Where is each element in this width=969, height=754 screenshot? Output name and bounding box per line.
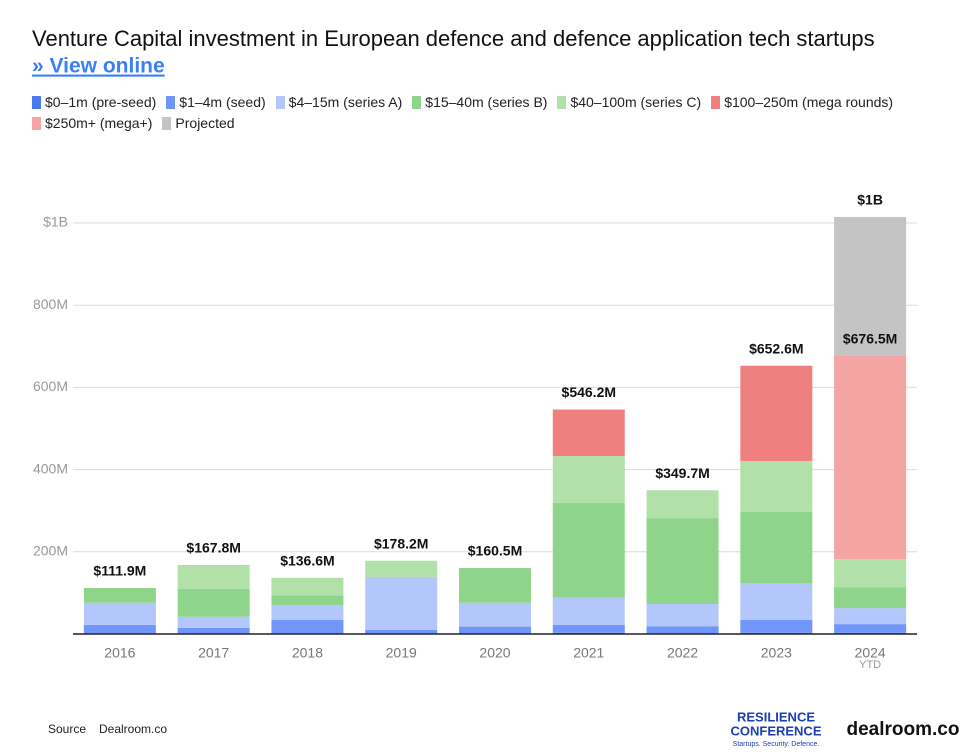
bar-segment (552, 456, 625, 503)
legend-swatch (412, 95, 422, 109)
legend-label: Projected (175, 115, 235, 131)
bar-segment (740, 365, 813, 461)
legend-swatch (32, 95, 41, 109)
view-online-link[interactable]: » View online (32, 55, 165, 78)
x-tick-label: 2020 (479, 645, 510, 661)
bar-segment (552, 409, 625, 457)
x-tick-label: 2023 (761, 645, 792, 661)
bar-segment (365, 629, 438, 634)
legend-label: $250m+ (mega+) (45, 115, 153, 131)
bar-segment (271, 620, 344, 634)
bar-segment (552, 502, 625, 598)
legend-swatch (32, 116, 41, 130)
legend-item: $15–40m (series B) (412, 93, 547, 111)
bar-segment (740, 511, 813, 584)
bar-segment (365, 576, 438, 630)
legend-item: $4–15m (series A) (275, 93, 403, 111)
legend-label: $1–4m (seed) (179, 94, 266, 110)
total-label: $178.2M (374, 535, 428, 551)
projected-total-label: $1B (857, 192, 883, 208)
legend-swatch (711, 95, 721, 109)
chart-title: Venture Capital investment in European d… (32, 26, 875, 51)
legend: $0–1m (pre-seed) $1–4m (seed) $4–15m (seri… (32, 93, 942, 132)
bar-segment (459, 602, 531, 627)
total-label: $160.5M (468, 543, 522, 559)
bar-segment (740, 583, 813, 621)
y-tick-label: 200M (33, 543, 68, 559)
legend-swatch (166, 95, 176, 109)
y-tick-label: 800M (33, 296, 68, 312)
y-tick-label: $1B (43, 214, 68, 230)
legend-label: $40–100m (series C) (570, 94, 702, 110)
bar-segment (740, 460, 813, 512)
bar-segment (83, 602, 156, 625)
bar-segment (552, 624, 625, 633)
source-label: Source (48, 722, 86, 736)
logo-line: RESILIENCE (737, 709, 815, 724)
bar-segment (459, 626, 531, 634)
total-label: $349.7M (655, 465, 709, 481)
bar-segment (646, 603, 719, 627)
bar-segment (177, 588, 250, 617)
logo-tagline: Startups. Security. Defence. (733, 741, 820, 748)
bar-segment (834, 355, 907, 560)
bar-segment (740, 620, 813, 633)
bar-segment (271, 577, 344, 596)
bar-segment (83, 587, 156, 603)
total-label: $167.8M (186, 540, 240, 556)
bar-segment (834, 217, 907, 356)
bar-segment (271, 595, 344, 606)
bar-segment (365, 560, 438, 577)
legend-item: $40–100m (series C) (557, 93, 701, 111)
bar-segment (646, 518, 719, 604)
legend-swatch (162, 116, 172, 130)
bar-segment (177, 616, 250, 628)
legend-item: $100–250m (mega rounds) (711, 93, 893, 111)
total-label: $136.6M (280, 553, 334, 569)
legend-item: Projected (162, 114, 235, 132)
bar-segment (271, 605, 344, 621)
total-label: $676.5M (843, 331, 897, 347)
total-label: $111.9M (93, 563, 146, 579)
x-tick-label: 2022 (667, 645, 698, 661)
legend-label: $0–1m (pre-seed) (45, 94, 157, 110)
total-label: $652.6M (749, 340, 803, 356)
x-tick-label: 2016 (104, 645, 135, 661)
brand: dealroom.co (847, 719, 960, 740)
bar-segment (834, 608, 907, 625)
bar-segment (83, 624, 156, 634)
bar-segment (552, 597, 625, 625)
legend-swatch (275, 95, 285, 109)
y-tick-label: 400M (33, 460, 68, 476)
x-tick-label: 2024 (855, 645, 886, 661)
x-tick-label: 2017 (198, 645, 229, 661)
total-label: $546.2M (562, 384, 616, 400)
legend-label: $100–250m (mega rounds) (724, 94, 894, 110)
bar-segment (834, 624, 907, 633)
bar-segment (646, 490, 719, 519)
bar-segment (177, 627, 250, 634)
legend-label: $15–40m (series B) (425, 94, 548, 110)
source: Dealroom.co (99, 722, 167, 736)
bar-segment (834, 587, 907, 609)
legend-item: $0–1m (pre-seed) (32, 93, 156, 111)
x-tick-label: 2018 (292, 645, 323, 661)
bar-segment (834, 559, 907, 588)
bar-segment (646, 626, 719, 634)
logo-line: CONFERENCE (730, 723, 821, 738)
x-tick-note: YTD (859, 659, 881, 671)
bar-segment (177, 564, 250, 589)
x-tick-label: 2021 (573, 645, 604, 661)
legend-item: $250m+ (mega+) (32, 114, 152, 132)
x-tick-label: 2019 (386, 645, 417, 661)
legend-label: $4–15m (series A) (288, 94, 403, 110)
bar-segment (459, 568, 531, 603)
legend-item: $1–4m (seed) (166, 93, 266, 111)
legend-swatch (557, 95, 567, 109)
y-tick-label: 600M (33, 378, 68, 394)
